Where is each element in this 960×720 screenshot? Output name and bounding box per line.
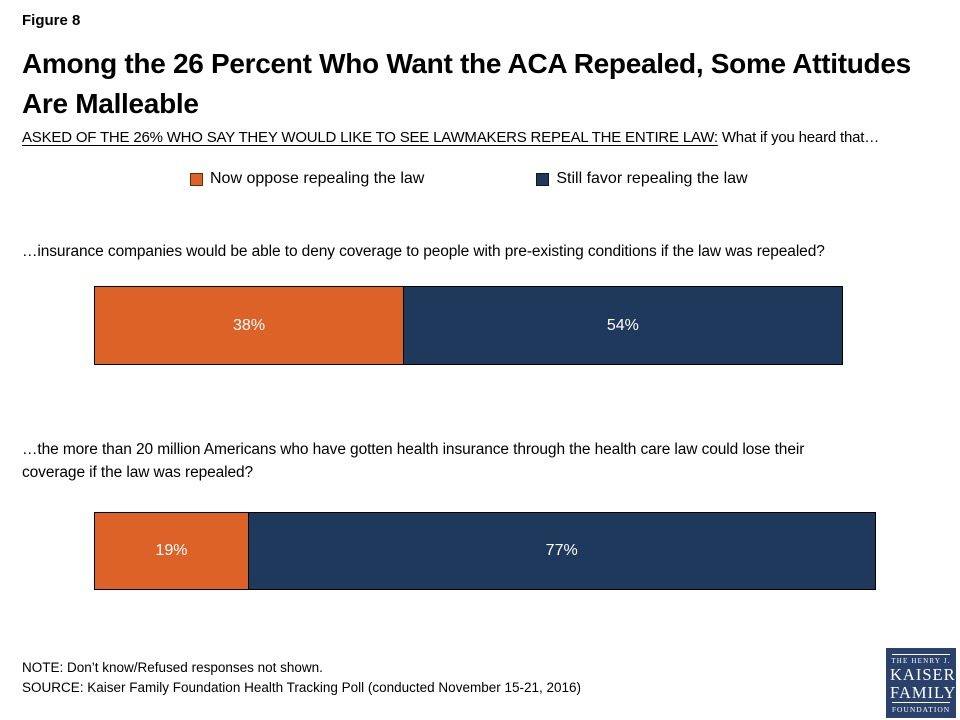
figure-label: Figure 8	[22, 12, 81, 29]
bar1-segment-oppose: 38%	[94, 286, 405, 365]
subtitle-rest: What if you heard that…	[717, 129, 879, 146]
legend-item-favor: Still favor repealing the law	[536, 170, 748, 188]
bar2-segment-oppose: 19%	[94, 512, 250, 590]
legend-swatch-orange-icon	[190, 172, 203, 186]
bar-row-2: 19% 77%	[94, 512, 910, 590]
bar1-oppose-value: 38%	[233, 316, 266, 334]
bar2-oppose-value: 19%	[155, 542, 188, 559]
bar2-favor-value: 77%	[545, 542, 578, 559]
subtitle-emphasis: ASKED OF THE 26% WHO SAY THEY WOULD LIKE…	[22, 129, 718, 146]
question-2: …the more than 20 million Americans who …	[22, 441, 805, 482]
bar1-favor-value: 54%	[606, 316, 639, 334]
logo-family: FAMILY	[890, 682, 957, 702]
note-text: NOTE: Don’t know/Refused responses not s…	[22, 660, 323, 675]
bar-row-1: 38% 54%	[94, 286, 910, 365]
logo-foundation: FOUNDATION	[891, 704, 951, 714]
kff-logo: THE HENRY J. KAISER FAMILY FOUNDATION	[886, 648, 956, 718]
legend-item-oppose: Now oppose repealing the law	[190, 170, 424, 188]
question-1: …insurance companies would be able to de…	[22, 243, 825, 260]
subtitle: ASKED OF THE 26% WHO SAY THEY WOULD LIKE…	[22, 129, 879, 146]
logo-rule-bottom	[892, 701, 950, 703]
logo-the-henry-j: THE HENRY J.	[891, 657, 951, 665]
legend: Now oppose repealing the law Still favor…	[190, 170, 748, 188]
logo-rule-top	[892, 654, 950, 655]
logo-kaiser: KAISER	[890, 665, 956, 684]
legend-label-oppose: Now oppose repealing the law	[210, 170, 425, 187]
page-title: Among the 26 Percent Who Want the ACA Re…	[22, 48, 911, 119]
source-text: SOURCE: Kaiser Family Foundation Health …	[22, 680, 582, 695]
bar2-segment-favor: 77%	[247, 512, 876, 590]
legend-label-favor: Still favor repealing the law	[556, 170, 748, 187]
legend-swatch-navy-icon	[536, 172, 550, 186]
bar1-segment-favor: 54%	[402, 286, 844, 365]
